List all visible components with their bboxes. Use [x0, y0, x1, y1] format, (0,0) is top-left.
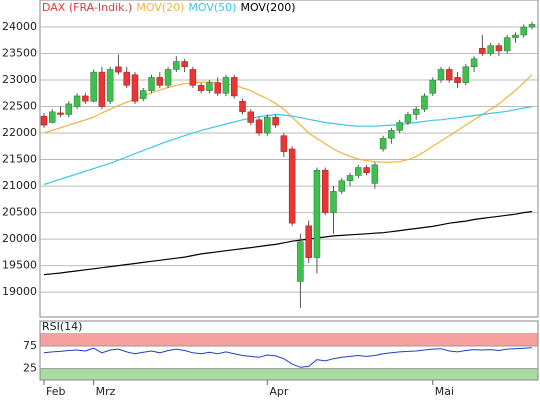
candle-body: [272, 116, 279, 126]
rsi-line: [43, 347, 533, 368]
candle-body: [503, 37, 511, 52]
candle-body: [197, 85, 205, 91]
rsi-label: RSI(14): [42, 320, 82, 333]
candle-body: [239, 100, 246, 113]
candle-body: [412, 108, 420, 115]
candle-body: [123, 71, 130, 86]
legend-entry: MOV(200): [240, 1, 295, 14]
candle-body: [512, 34, 519, 38]
candle-body: [379, 138, 387, 150]
candle-body: [106, 69, 114, 102]
candle-body: [173, 61, 180, 70]
candle-body: [214, 82, 221, 94]
x-tick-label: Mai: [435, 385, 454, 398]
candle-body: [140, 90, 147, 99]
rsi-tick-label: 75: [23, 339, 37, 352]
candle-body: [280, 135, 288, 152]
candle-body: [264, 116, 271, 134]
rsi-low-band: [40, 368, 538, 380]
candle-body: [98, 71, 106, 107]
candle-body: [148, 77, 155, 91]
candle-body: [355, 167, 362, 176]
candle-body: [57, 112, 64, 115]
legend: DAX (FRA-Indik.) MOV(20) MOV(50) MOV(200): [42, 1, 296, 14]
candle-body: [388, 130, 395, 139]
x-tick-label: Feb: [46, 385, 65, 398]
rsi-high-band: [40, 333, 538, 346]
y-tick-label: 19500: [2, 259, 37, 272]
candle-body: [181, 61, 188, 68]
candle-body: [321, 169, 329, 213]
candle-body: [255, 119, 263, 134]
candle-body: [330, 191, 337, 213]
y-tick-label: 23000: [2, 73, 37, 86]
legend-entry: DAX (FRA-Indik.): [42, 1, 132, 14]
candle-body: [528, 24, 536, 28]
rsi-tick-label: 25: [23, 362, 37, 375]
candle-body: [520, 26, 527, 36]
candle-body: [462, 66, 470, 83]
y-tick-label: 20500: [2, 206, 37, 219]
candle-body: [247, 111, 255, 123]
candle-body: [230, 77, 238, 97]
y-tick-label: 19000: [2, 285, 37, 298]
candle-body: [487, 45, 494, 54]
candle-body: [115, 66, 122, 73]
candle-body: [429, 79, 436, 94]
candle-body: [371, 164, 379, 184]
candle-body: [338, 180, 346, 192]
y-tick-label: 21500: [2, 153, 37, 166]
y-tick-label: 23500: [2, 47, 37, 60]
legend-entry: MOV(50): [188, 1, 236, 14]
candle-body: [404, 114, 412, 123]
candle-body: [313, 169, 321, 258]
candle-body: [297, 241, 304, 282]
candle-body: [206, 82, 213, 91]
y-tick-label: 22500: [2, 100, 37, 113]
y-tick-label: 22000: [2, 126, 37, 139]
candle-body: [65, 103, 73, 115]
candle-body: [437, 69, 445, 81]
candle-body: [421, 95, 428, 110]
candle-body: [82, 95, 89, 102]
candle-body: [288, 148, 296, 224]
candle-body: [222, 77, 230, 94]
y-tick-label: 21000: [2, 179, 37, 192]
ma-line: [43, 106, 533, 186]
ma-line: [43, 74, 533, 163]
candle-body: [90, 71, 97, 102]
candle-body: [73, 95, 81, 107]
legend-entry: MOV(20): [136, 1, 184, 14]
y-tick-label: 20000: [2, 232, 37, 245]
candle-body: [164, 69, 172, 86]
candle-body: [446, 69, 453, 81]
candle-body: [470, 58, 478, 68]
candle-body: [189, 69, 197, 86]
candle-body: [495, 45, 503, 52]
x-tick-label: Mrz: [96, 385, 116, 398]
candle-body: [454, 77, 461, 83]
candle-body: [363, 167, 370, 174]
y-tick-label: 24000: [2, 20, 37, 33]
candle-body: [49, 111, 56, 123]
ma-line: [43, 210, 533, 276]
candle-body: [396, 122, 403, 131]
x-tick-label: Apr: [269, 385, 289, 398]
candle-body: [40, 115, 48, 126]
candle-body: [346, 175, 354, 182]
candle-body: [156, 77, 164, 86]
candle-body: [305, 225, 312, 258]
candle-body: [479, 47, 486, 54]
candle-body: [131, 74, 139, 102]
